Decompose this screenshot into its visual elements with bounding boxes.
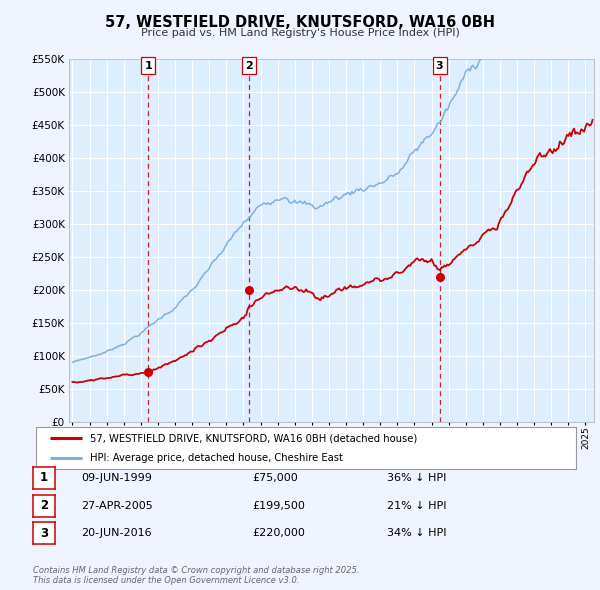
Text: 2: 2 [40,499,48,512]
Text: 2: 2 [245,61,253,71]
Text: £75,000: £75,000 [252,473,298,483]
Text: Price paid vs. HM Land Registry's House Price Index (HPI): Price paid vs. HM Land Registry's House … [140,28,460,38]
Text: 1: 1 [145,61,152,71]
Text: 1: 1 [40,471,48,484]
Text: 09-JUN-1999: 09-JUN-1999 [81,473,152,483]
Text: 3: 3 [436,61,443,71]
Text: 36% ↓ HPI: 36% ↓ HPI [387,473,446,483]
Text: 57, WESTFIELD DRIVE, KNUTSFORD, WA16 0BH: 57, WESTFIELD DRIVE, KNUTSFORD, WA16 0BH [105,15,495,30]
Text: Contains HM Land Registry data © Crown copyright and database right 2025.
This d: Contains HM Land Registry data © Crown c… [33,566,359,585]
Text: HPI: Average price, detached house, Cheshire East: HPI: Average price, detached house, Ches… [90,453,343,463]
Text: £199,500: £199,500 [252,501,305,510]
Text: 20-JUN-2016: 20-JUN-2016 [81,529,152,538]
Text: 34% ↓ HPI: 34% ↓ HPI [387,529,446,538]
Text: 27-APR-2005: 27-APR-2005 [81,501,153,510]
Text: 21% ↓ HPI: 21% ↓ HPI [387,501,446,510]
Text: 57, WESTFIELD DRIVE, KNUTSFORD, WA16 0BH (detached house): 57, WESTFIELD DRIVE, KNUTSFORD, WA16 0BH… [90,433,417,443]
Text: £220,000: £220,000 [252,529,305,538]
Text: 3: 3 [40,527,48,540]
